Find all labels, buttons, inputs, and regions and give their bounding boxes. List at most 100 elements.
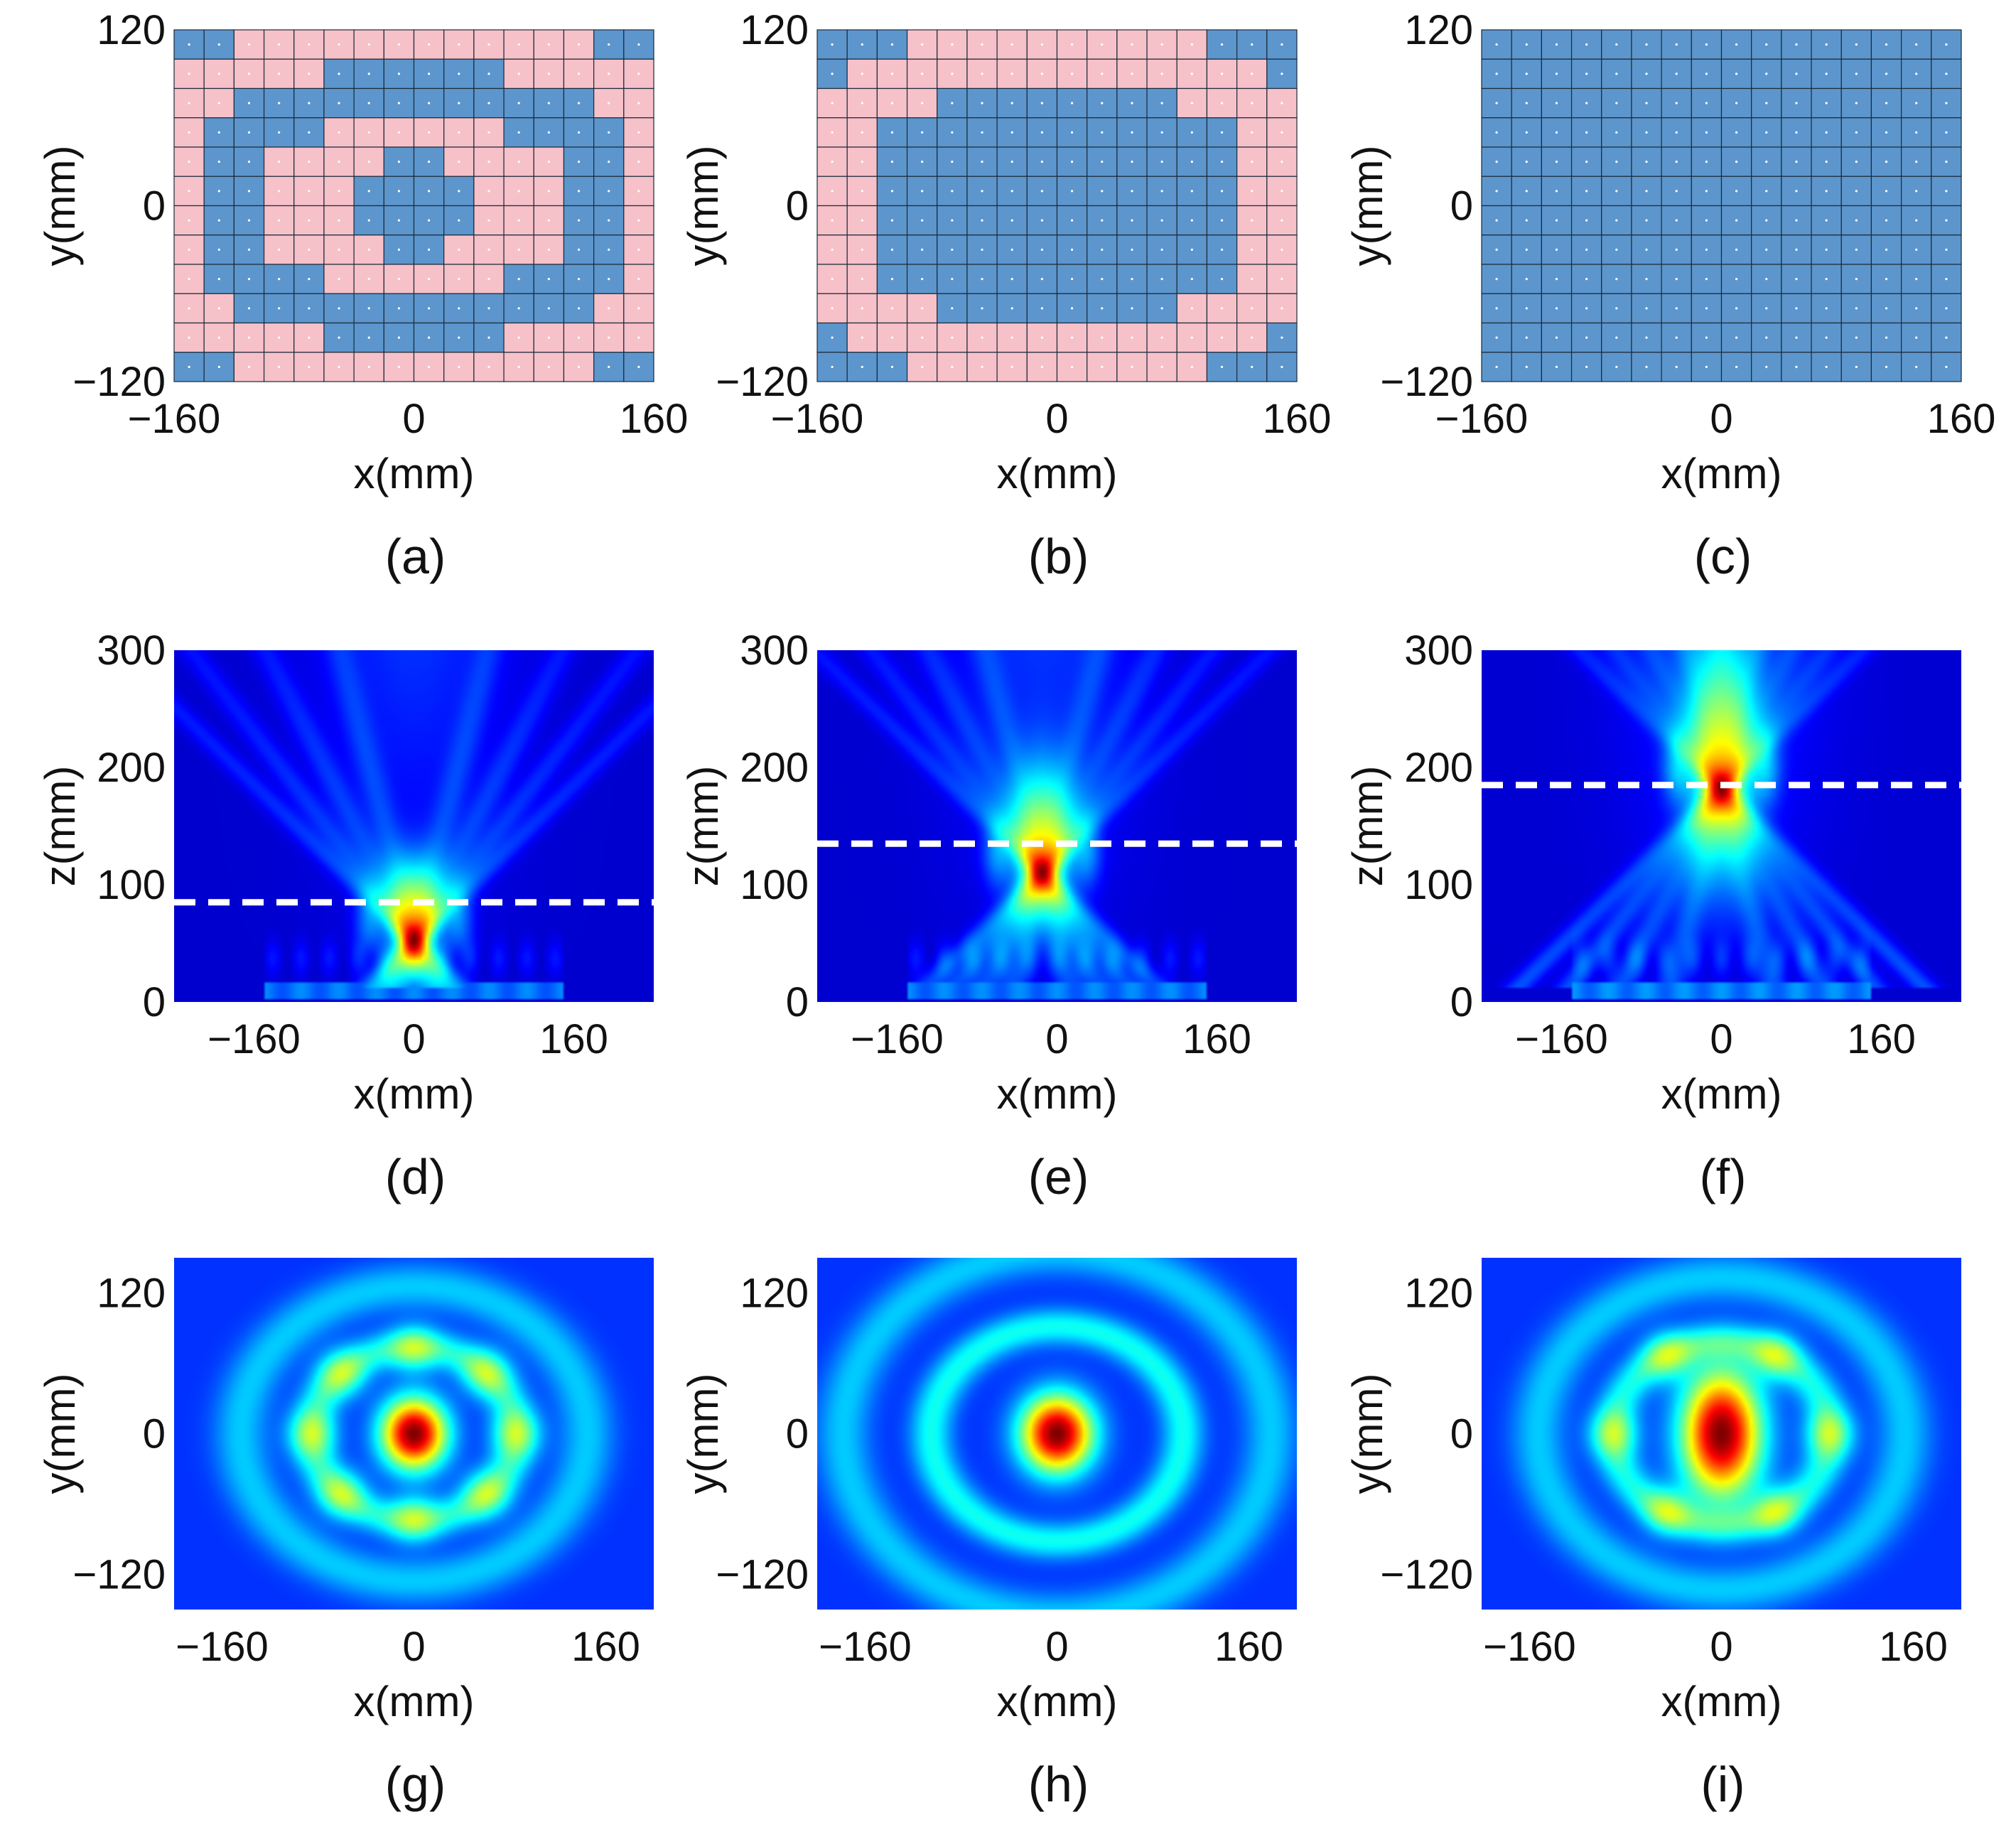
cell-dot: [397, 248, 401, 251]
cell-dot: [1555, 219, 1558, 222]
cell-dot: [890, 278, 894, 281]
cell-dot: [1010, 307, 1013, 310]
cell-dot: [1585, 219, 1588, 222]
cell-dot: [1795, 102, 1798, 104]
cell-dot: [1281, 161, 1283, 163]
cell-dot: [1585, 336, 1588, 339]
cell-dot: [547, 102, 550, 104]
cell-dot: [1251, 365, 1254, 368]
cell-dot: [1795, 365, 1798, 368]
cell-dot: [1495, 278, 1498, 281]
cell-dot: [1645, 190, 1648, 193]
y-axis-label: z(mm): [1344, 766, 1391, 887]
cell-dot: [1555, 307, 1558, 310]
cell-dot: [1010, 43, 1013, 46]
cell-dot: [247, 336, 251, 339]
panel-g: −160 0 160 120 0 −120 x(mm) y(mm) (g): [36, 1258, 654, 1812]
cell-dot: [1645, 131, 1648, 134]
cell-dot: [1885, 365, 1888, 368]
cell-dot: [1855, 219, 1858, 222]
cell-dot: [1220, 131, 1224, 134]
cell-dot: [1070, 43, 1074, 46]
cell-dot: [338, 365, 340, 368]
y-tick-label: 100: [740, 862, 809, 908]
cell-dot: [188, 278, 190, 281]
cell-dot: [1675, 131, 1678, 134]
cell-dot: [637, 102, 640, 104]
cell-dot: [1795, 72, 1798, 75]
cell-dot: [921, 365, 924, 368]
cell-dot: [831, 307, 834, 310]
coding-cell: [1026, 87, 1058, 119]
coding-cell: [1781, 352, 1812, 382]
cell-dot: [547, 365, 550, 368]
cell-dot: [1070, 365, 1074, 368]
cell-dot: [1160, 102, 1163, 104]
cell-dot: [1825, 248, 1828, 251]
cell-dot: [517, 307, 520, 310]
cell-dot: [981, 336, 983, 339]
cell-dot: [547, 190, 550, 193]
cell-dot: [637, 365, 640, 368]
cell-dot: [1220, 190, 1224, 193]
cell-dot: [1765, 190, 1768, 193]
x-tick-label: 160: [1263, 396, 1332, 442]
cell-dot: [338, 278, 340, 281]
cell-dot: [308, 336, 311, 339]
cell-dot: [637, 43, 640, 46]
cell-dot: [1585, 161, 1588, 163]
cell-dot: [981, 43, 983, 46]
cell-dot: [1495, 365, 1498, 368]
cell-dot: [890, 248, 894, 251]
y-tick-label: 300: [1404, 627, 1473, 674]
y-tick-label: −120: [72, 359, 166, 405]
cell-dot: [1915, 161, 1918, 163]
cell-dot: [890, 131, 894, 134]
cell-dot: [1615, 131, 1618, 134]
cell-dot: [487, 43, 490, 46]
cell-dot: [1160, 131, 1163, 134]
cell-dot: [831, 43, 834, 46]
cell-dot: [1495, 72, 1498, 75]
cell-dot: [278, 248, 281, 251]
cell-dot: [1251, 102, 1254, 104]
cell-dot: [1131, 248, 1133, 251]
cell-dot: [1795, 43, 1798, 46]
coding-cell: [1056, 322, 1088, 353]
cell-dot: [981, 307, 983, 310]
y-tick-label: 200: [97, 745, 166, 791]
cell-dot: [1220, 248, 1224, 251]
cell-dot: [397, 131, 401, 134]
cell-dot: [1220, 219, 1224, 222]
y-axis-label: y(mm): [679, 1374, 727, 1494]
cell-dot: [217, 307, 220, 310]
cell-dot: [1915, 278, 1918, 281]
cell-dot: [1251, 336, 1254, 339]
cell-dot: [247, 307, 251, 310]
cell-dot: [1131, 307, 1133, 310]
cell-dot: [1131, 102, 1133, 104]
cell-dot: [608, 102, 610, 104]
cell-dot: [188, 365, 190, 368]
cell-dot: [1525, 248, 1528, 251]
cell-dot: [1190, 307, 1193, 310]
cell-dot: [547, 219, 550, 222]
x-axis-label: x(mm): [997, 450, 1118, 497]
cell-dot: [338, 131, 340, 134]
x-tick-label: 0: [1045, 1016, 1068, 1062]
y-tick-label: −120: [1380, 1552, 1473, 1598]
cell-dot: [1765, 307, 1768, 310]
cell-dot: [1765, 161, 1768, 163]
panel-caption: (b): [1028, 529, 1089, 584]
cell-dot: [1101, 43, 1104, 46]
cell-dot: [1101, 278, 1104, 281]
cell-dot: [1220, 336, 1224, 339]
cell-dot: [1855, 278, 1858, 281]
cell-dot: [397, 307, 401, 310]
x-tick-label: −160: [1515, 1016, 1608, 1062]
cell-dot: [577, 365, 581, 368]
cell-dot: [1945, 336, 1948, 339]
cell-dot: [921, 131, 924, 134]
cell-dot: [577, 43, 581, 46]
cell-dot: [1220, 365, 1224, 368]
